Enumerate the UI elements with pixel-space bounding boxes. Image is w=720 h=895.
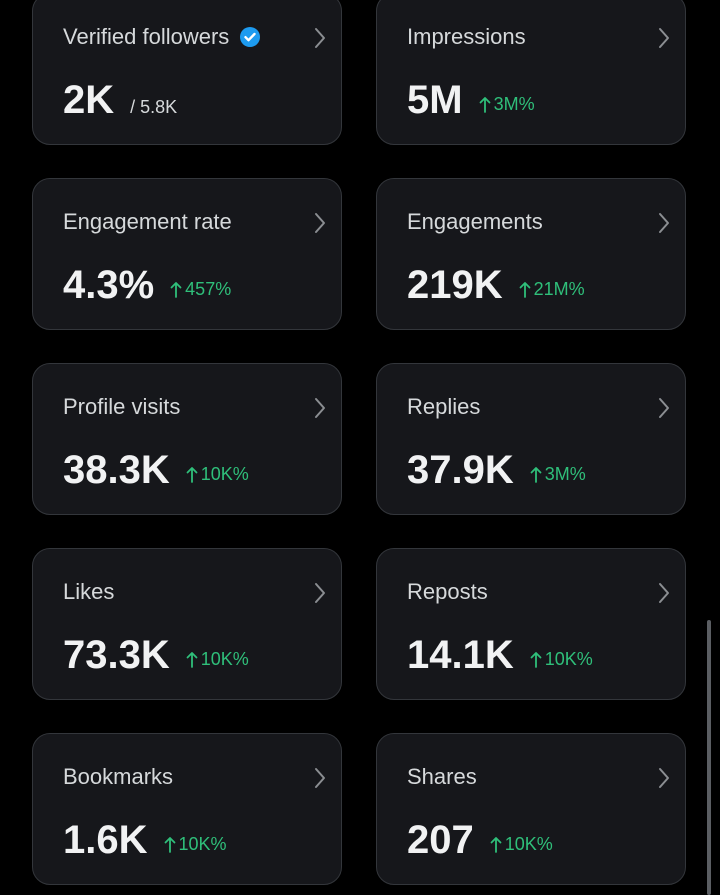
metric-label: Engagement rate	[63, 209, 232, 235]
metric-label: Verified followers	[63, 24, 261, 50]
chevron-right	[315, 398, 325, 418]
metric-change: 3M%	[479, 94, 535, 115]
up-arrow	[519, 282, 531, 298]
chevron-right	[315, 28, 325, 48]
metric-values: 73.3K 10K%	[63, 633, 249, 678]
metric-change: 10K%	[490, 834, 553, 855]
metric-label: Profile visits	[63, 394, 180, 420]
change-text: 10K%	[200, 463, 249, 484]
label-text: Bookmarks	[63, 764, 174, 789]
up-arrow	[170, 282, 182, 298]
change-text: 10K%	[200, 648, 249, 669]
metric-card[interactable]: Verified followers 2K / 5.8K	[32, 0, 342, 145]
metric-value: 219K	[407, 263, 503, 307]
change-text: 10K%	[504, 833, 553, 854]
metric-values: 5M 3M%	[407, 78, 535, 123]
metric-value: 207	[407, 818, 474, 862]
metric-change: 10K%	[186, 649, 249, 670]
metric-label: Impressions	[407, 24, 526, 50]
scrollbar[interactable]	[707, 620, 711, 895]
metric-label: Bookmarks	[63, 764, 173, 790]
metric-change: 457%	[170, 279, 231, 300]
change-text: 3M%	[544, 463, 586, 484]
metric-value: 5M	[407, 78, 463, 122]
chevron-right	[659, 398, 669, 418]
up-arrow	[530, 467, 542, 483]
up-arrow	[186, 467, 198, 483]
metric-label: Reposts	[407, 579, 488, 605]
chevron-right	[659, 213, 669, 233]
up-arrow	[530, 652, 542, 668]
metric-value: 4.3%	[63, 263, 155, 307]
label-text: Profile visits	[63, 394, 181, 419]
metric-values: 207 10K%	[407, 818, 553, 863]
metric-change: 3M%	[530, 464, 586, 485]
label-text: Shares	[407, 764, 477, 789]
metric-change: 10K%	[164, 834, 227, 855]
metric-value: 38.3K	[63, 448, 170, 492]
up-arrow	[164, 837, 175, 853]
metric-change: 10K%	[186, 464, 249, 485]
chevron-right	[659, 583, 669, 603]
metric-value: 1.6K	[63, 818, 148, 862]
up-arrow	[479, 97, 490, 113]
metric-values: 38.3K 10K%	[63, 448, 249, 493]
metric-values: 37.9K 3M%	[407, 448, 586, 493]
metric-value: 37.9K	[407, 448, 514, 492]
metric-label: Shares	[407, 764, 477, 790]
metric-card[interactable]: Likes 73.3K 10K%	[32, 548, 342, 700]
verified-badge	[240, 27, 261, 47]
chevron-right	[315, 583, 325, 603]
metric-card[interactable]: Profile visits 38.3K 10K%	[32, 363, 342, 515]
metric-value: 73.3K	[63, 633, 170, 677]
label-text: Verified followers	[63, 24, 230, 49]
metric-values: 219K 21M%	[407, 263, 585, 308]
metric-values: 1.6K 10K%	[63, 818, 227, 863]
metric-values: 14.1K 10K%	[407, 633, 593, 678]
label-text: Impressions	[407, 24, 526, 49]
metric-values: 2K / 5.8K	[63, 78, 177, 123]
up-arrow	[186, 652, 198, 668]
metric-change: 10K%	[530, 649, 593, 670]
metric-change: 21M%	[519, 279, 585, 300]
chevron-right	[659, 768, 669, 788]
label-text: Reposts	[407, 579, 488, 604]
metric-card[interactable]: Engagement rate 4.3% 457%	[32, 178, 342, 330]
up-arrow	[490, 837, 502, 853]
chevron-right	[315, 213, 325, 233]
change-text: 10K%	[178, 833, 227, 854]
metric-card[interactable]: Shares 207 10K%	[376, 733, 686, 885]
label-text: Engagement rate	[63, 209, 232, 234]
change-text: 457%	[185, 278, 232, 299]
metric-total: / 5.8K	[130, 97, 178, 117]
change-text: 10K%	[544, 648, 593, 669]
metric-label: Replies	[407, 394, 480, 420]
chevron-right	[315, 768, 325, 788]
metric-values: 4.3% 457%	[63, 263, 231, 308]
metric-card[interactable]: Replies 37.9K 3M%	[376, 363, 686, 515]
chevron-right	[659, 28, 669, 48]
metric-card[interactable]: Reposts 14.1K 10K%	[376, 548, 686, 700]
metric-label: Engagements	[407, 209, 543, 235]
metric-label: Likes	[63, 579, 114, 605]
label-text: Engagements	[407, 209, 543, 234]
metric-card[interactable]: Bookmarks 1.6K 10K%	[32, 733, 342, 885]
label-text: Likes	[63, 579, 115, 604]
metric-value: 14.1K	[407, 633, 514, 677]
change-text: 3M%	[493, 93, 535, 114]
metric-card[interactable]: Engagements 219K 21M%	[376, 178, 686, 330]
metric-card[interactable]: Impressions 5M 3M%	[376, 0, 686, 145]
label-text: Replies	[407, 394, 481, 419]
metric-value: 2K	[63, 78, 115, 122]
change-text: 21M%	[533, 278, 585, 299]
